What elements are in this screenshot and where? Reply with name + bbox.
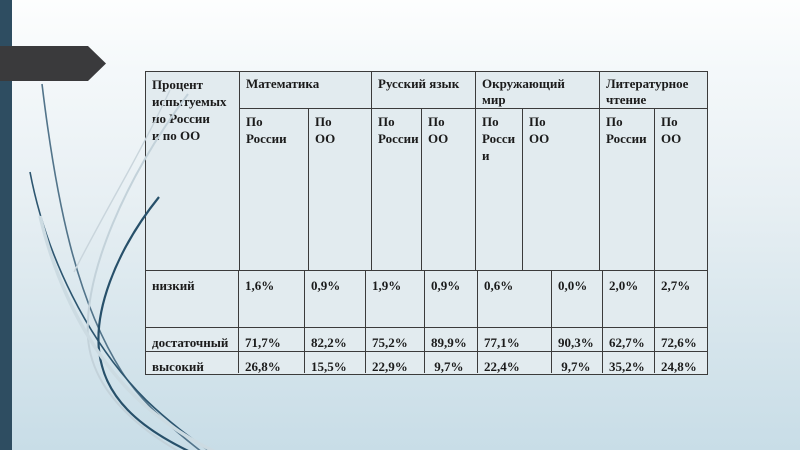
subject-header-math: Математика [240, 72, 372, 109]
value-cell: 0,9% [305, 271, 366, 328]
subheader-russian-russia: По России [372, 109, 422, 271]
subheader-reading-russia: По России [600, 109, 655, 271]
left-accent-bar [0, 0, 12, 450]
row-label-low: низкий [146, 271, 239, 328]
value-cell: 1,9% [366, 271, 425, 328]
subheader-world-russia: По Росси и [476, 109, 523, 271]
value-cell: 82,2% [305, 328, 366, 352]
subheader-russian-oo: По ОО [422, 109, 476, 271]
table-header: Процент испытуемых по России и по ОО Мат… [146, 72, 707, 271]
row-label-sufficient: достаточный [146, 328, 239, 352]
value-cell: 72,6% [655, 328, 707, 352]
value-cell: 71,7% [239, 328, 305, 352]
subheader-world-oo: По ОО [523, 109, 600, 271]
value-cell: 26,8% [239, 352, 305, 373]
table-body: низкий 1,6% 0,9% 1,9% 0,9% 0,6% 0,0% 2,0… [146, 271, 707, 373]
value-cell: 0,0% [552, 271, 603, 328]
value-cell: 9,7% [552, 352, 603, 373]
percent-table: Процент испытуемых по России и по ОО Мат… [145, 71, 708, 375]
value-cell: 0,9% [425, 271, 478, 328]
row-label-high: высокий [146, 352, 239, 373]
value-cell: 62,7% [603, 328, 655, 352]
value-cell: 0,6% [478, 271, 552, 328]
value-cell: 35,2% [603, 352, 655, 373]
value-cell: 89,9% [425, 328, 478, 352]
subheader-math-oo: По ОО [309, 109, 372, 271]
value-cell: 1,6% [239, 271, 305, 328]
value-cell: 2,0% [603, 271, 655, 328]
subject-header-russian: Русский язык [372, 72, 476, 109]
subject-header-world: Окружающий мир [476, 72, 600, 109]
value-cell: 2,7% [655, 271, 707, 328]
subheader-reading-oo: По ОО [655, 109, 707, 271]
value-cell: 90,3% [552, 328, 603, 352]
subheader-math-russia: По России [240, 109, 309, 271]
corner-header-cell: Процент испытуемых по России и по ОО [146, 72, 240, 271]
value-cell: 22,9% [366, 352, 425, 373]
value-cell: 9,7% [425, 352, 478, 373]
value-cell: 75,2% [366, 328, 425, 352]
value-cell: 77,1% [478, 328, 552, 352]
subject-header-reading: Литературное чтение [600, 72, 707, 109]
value-cell: 24,8% [661, 359, 697, 373]
value-cell: 22,4% [478, 352, 552, 373]
value-cell: 15,5% [305, 352, 366, 373]
arrow-right-icon [0, 46, 107, 82]
